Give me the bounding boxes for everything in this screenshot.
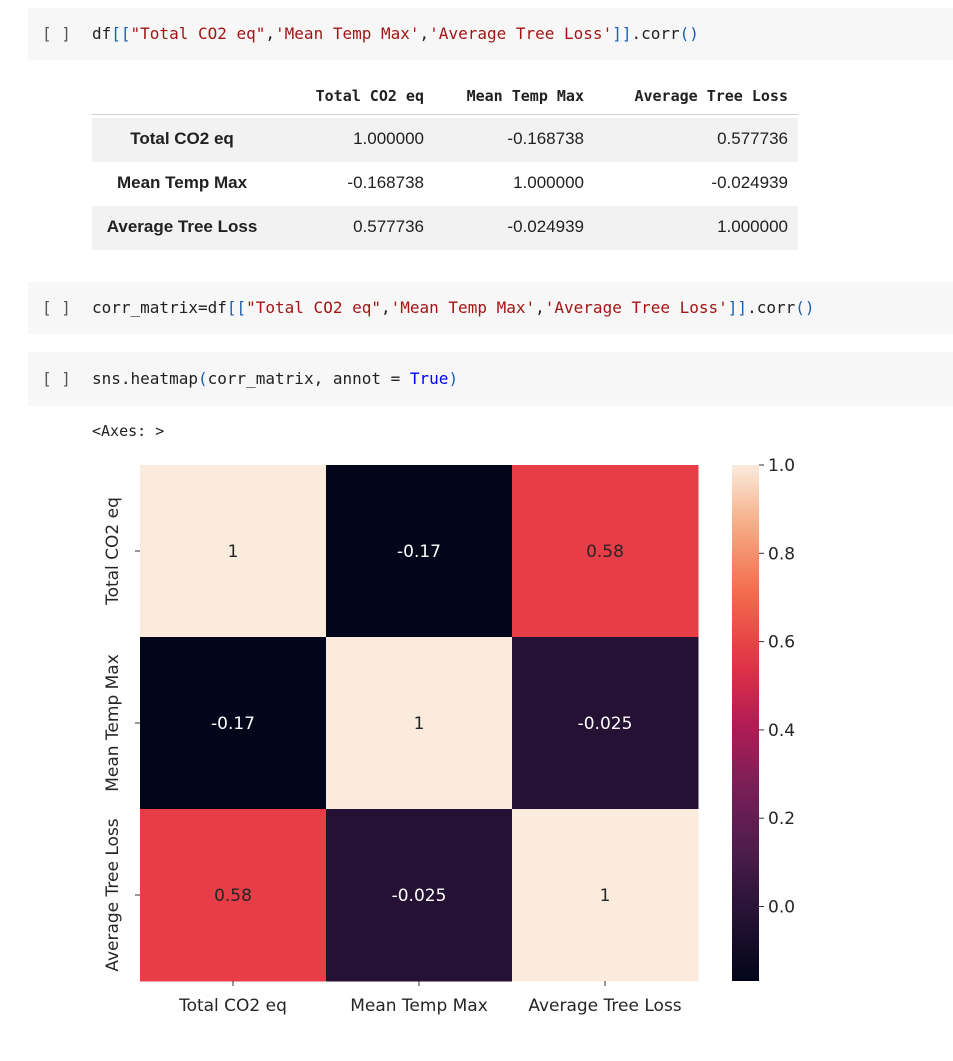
table-cell: 0.577736 xyxy=(717,129,788,148)
cell-annotation: 0.58 xyxy=(214,886,252,906)
cell-annotation: 0.58 xyxy=(586,542,624,562)
code-token: ( xyxy=(197,369,208,388)
code-token: "Total CO2 eq" xyxy=(246,298,381,317)
code-token: [[ xyxy=(226,298,247,317)
code-token: .corr xyxy=(747,298,796,317)
row-index: Average Tree Loss xyxy=(106,217,258,236)
code-cell-1[interactable]: [ ] df[["Total CO2 eq",'Mean Temp Max','… xyxy=(28,8,953,60)
table-cell: -0.024939 xyxy=(507,217,584,236)
code-token: , xyxy=(380,298,391,317)
heatmap-cell xyxy=(326,637,513,810)
table-cell: -0.168738 xyxy=(347,173,424,192)
code-token: ) xyxy=(448,369,459,388)
heatmap-cell xyxy=(512,465,699,638)
table-row: Mean Temp Max -0.168738 1.000000 -0.0249… xyxy=(92,162,798,206)
heatmap-cell xyxy=(326,809,513,982)
colorbar-tick-label: 0.4 xyxy=(768,721,795,741)
x-tick-label: Total CO2 eq xyxy=(178,996,287,1016)
code-line[interactable]: corr_matrix=df[["Total CO2 eq",'Mean Tem… xyxy=(92,298,815,317)
x-tick-label: Mean Temp Max xyxy=(350,996,488,1016)
code-token: , xyxy=(265,24,276,43)
row-index: Total CO2 eq xyxy=(130,129,234,148)
row-index: Mean Temp Max xyxy=(116,173,248,192)
heatmap-cell xyxy=(512,809,699,982)
code-line[interactable]: df[["Total CO2 eq",'Mean Temp Max','Aver… xyxy=(92,24,699,43)
column-header: Total CO2 eq xyxy=(315,87,424,105)
cell-annotation: -0.17 xyxy=(397,542,441,562)
code-token: corr_matrix, annot = xyxy=(207,369,410,388)
cell-annotation: -0.17 xyxy=(211,714,255,734)
code-token: df xyxy=(92,24,112,43)
cell-annotation: 1 xyxy=(228,542,239,562)
table-cell: 1.000000 xyxy=(353,129,424,148)
colorbar-tick-label: 0.2 xyxy=(768,809,795,829)
colorbar-tick-label: 1.0 xyxy=(768,456,795,476)
code-token: , xyxy=(419,24,430,43)
table-cell: 0.577736 xyxy=(353,217,424,236)
code-token: () xyxy=(795,298,815,317)
code-token: .corr xyxy=(631,24,680,43)
cell-annotation: -0.025 xyxy=(578,714,633,734)
column-header: Average Tree Loss xyxy=(634,87,788,105)
table-cell: 1.000000 xyxy=(513,173,584,192)
table-row: Average Tree Loss 0.577736 -0.024939 1.0… xyxy=(92,206,798,250)
code-token: 'Average Tree Loss' xyxy=(429,24,613,43)
table-cell: -0.024939 xyxy=(711,173,788,192)
cell-annotation: 1 xyxy=(600,886,611,906)
code-token: ]] xyxy=(612,24,632,43)
code-token: 'Mean Temp Max' xyxy=(275,24,420,43)
column-header: Mean Temp Max xyxy=(466,87,584,105)
cell-annotation: -0.025 xyxy=(392,886,447,906)
run-cell-button[interactable]: [ ] xyxy=(42,369,71,388)
code-token: True xyxy=(409,369,449,388)
code-token: ]] xyxy=(727,298,748,317)
x-tick-label: Average Tree Loss xyxy=(528,996,681,1016)
table-cell: 1.000000 xyxy=(717,217,788,236)
code-line[interactable]: sns.heatmap(corr_matrix, annot = True) xyxy=(92,369,458,388)
cell-annotation: 1 xyxy=(414,714,425,734)
code-token: 'Average Tree Loss' xyxy=(544,298,728,317)
run-cell-button[interactable]: [ ] xyxy=(42,24,71,43)
axes-output-text: <Axes: > xyxy=(92,422,165,440)
heatmap-cell xyxy=(140,637,327,810)
code-token: sns.heatmap xyxy=(92,369,198,388)
code-token: () xyxy=(679,24,699,43)
heatmap-cell xyxy=(140,809,327,982)
table-cell: -0.168738 xyxy=(507,129,584,148)
code-cell-2[interactable]: [ ] corr_matrix=df[["Total CO2 eq",'Mean… xyxy=(28,282,953,334)
colorbar-tick-label: 0.8 xyxy=(768,544,795,564)
y-tick-label: Mean Temp Max xyxy=(103,654,123,792)
code-cell-3[interactable]: [ ] sns.heatmap(corr_matrix, annot = Tru… xyxy=(28,352,953,406)
y-tick-label: Total CO2 eq xyxy=(103,497,123,606)
dataframe-header-row: Total CO2 eq Mean Temp Max Average Tree … xyxy=(92,78,798,115)
y-tick-label: Average Tree Loss xyxy=(103,818,123,971)
heatmap-chart: 1 -0.17 0.58 -0.17 1 -0.025 0.58 -0.025 1 Total C… xyxy=(103,456,795,1016)
colorbar-tick-label: 0.0 xyxy=(768,898,795,918)
heatmap-cell xyxy=(140,465,327,638)
heatmap-cell xyxy=(512,637,699,810)
code-token: [[ xyxy=(111,24,131,43)
colorbar xyxy=(732,465,759,981)
code-token: 'Mean Temp Max' xyxy=(390,298,536,317)
code-token: "Total CO2 eq" xyxy=(130,24,266,43)
code-token: , xyxy=(535,298,545,317)
table-row: Total CO2 eq 1.000000 -0.168738 0.577736 xyxy=(92,118,798,162)
heatmap-cell xyxy=(326,465,513,638)
code-token: corr_matrix=df xyxy=(92,298,227,317)
run-cell-button[interactable]: [ ] xyxy=(42,298,71,317)
colorbar-tick-label: 0.6 xyxy=(768,633,795,653)
